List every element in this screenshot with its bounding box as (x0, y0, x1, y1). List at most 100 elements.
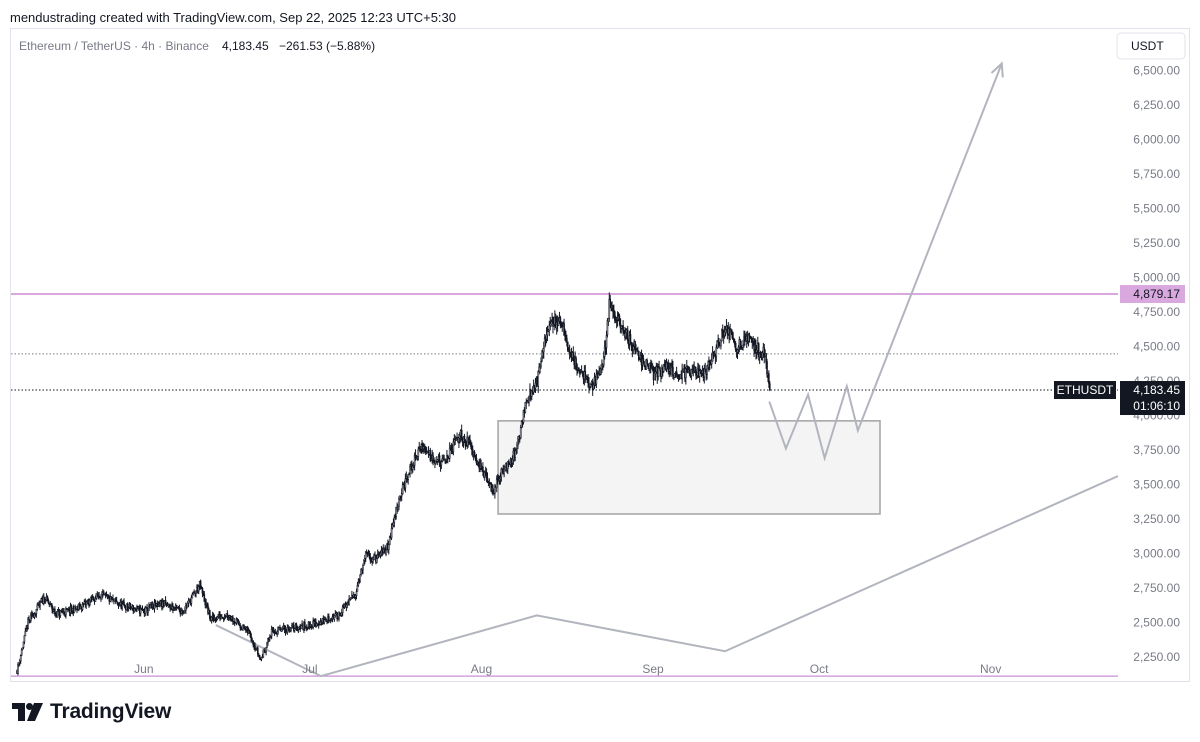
candle-body[interactable] (237, 620, 240, 625)
candle-body[interactable] (115, 600, 118, 603)
candle-body[interactable] (129, 603, 132, 609)
candle-body[interactable] (31, 613, 34, 617)
candle-body[interactable] (581, 370, 584, 374)
candle-body[interactable] (392, 522, 395, 526)
candle-body[interactable] (224, 616, 227, 619)
candle-body[interactable] (293, 628, 296, 631)
candle-body[interactable] (252, 641, 254, 646)
candle-body[interactable] (341, 606, 344, 614)
candle-body[interactable] (139, 608, 142, 614)
candle-body[interactable] (646, 360, 648, 364)
candle-body[interactable] (673, 373, 676, 378)
candle-body[interactable] (135, 608, 137, 611)
candle-body[interactable] (534, 382, 537, 389)
candle-body[interactable] (740, 345, 742, 349)
candle-body[interactable] (262, 649, 265, 658)
candle-body[interactable] (588, 383, 590, 388)
candle-body[interactable] (416, 456, 419, 459)
candle-body[interactable] (429, 450, 432, 461)
candle-body[interactable] (499, 476, 502, 480)
candle-body[interactable] (35, 609, 38, 614)
candle-body[interactable] (340, 612, 343, 616)
candle-body[interactable] (559, 317, 562, 324)
candle-body[interactable] (281, 628, 284, 631)
candle-body[interactable] (240, 627, 243, 630)
candle-body[interactable] (584, 370, 587, 378)
candle-body[interactable] (20, 649, 23, 656)
candle-body[interactable] (54, 608, 56, 615)
candle-body[interactable] (46, 596, 49, 601)
candle-body[interactable] (485, 472, 488, 479)
candle-body[interactable] (408, 473, 410, 476)
candle-body[interactable] (450, 444, 453, 450)
candle-body[interactable] (560, 322, 563, 327)
candle-body[interactable] (19, 654, 22, 662)
candle-body[interactable] (385, 549, 387, 555)
candle-body[interactable] (148, 605, 150, 612)
candle-body[interactable] (480, 462, 482, 467)
last-price-tag[interactable] (1120, 381, 1185, 416)
candle-body[interactable] (675, 371, 678, 375)
candle-body[interactable] (147, 610, 149, 613)
candle-body[interactable] (721, 330, 724, 333)
candle-body[interactable] (183, 612, 185, 614)
candle-body[interactable] (448, 447, 451, 459)
candle-body[interactable] (144, 607, 147, 614)
candle-body[interactable] (195, 590, 197, 594)
candle-body[interactable] (266, 642, 268, 648)
candle-body[interactable] (295, 624, 298, 630)
candle-body[interactable] (209, 610, 211, 619)
candle-body[interactable] (27, 618, 29, 629)
candle-body[interactable] (634, 341, 636, 352)
candle-body[interactable] (614, 311, 616, 321)
candle-body[interactable] (191, 594, 194, 599)
candle-body[interactable] (118, 604, 121, 607)
candle-body[interactable] (364, 551, 367, 559)
candle-body[interactable] (657, 367, 659, 378)
candle-body[interactable] (647, 363, 649, 366)
candle-body[interactable] (30, 614, 32, 621)
candle-body[interactable] (47, 599, 50, 604)
candle-body[interactable] (739, 340, 742, 347)
candle-body[interactable] (432, 455, 434, 461)
candle-body[interactable] (226, 613, 229, 617)
candle-body[interactable] (56, 611, 59, 618)
candle-body[interactable] (300, 625, 302, 630)
candle-body[interactable] (229, 615, 231, 619)
candle-body[interactable] (703, 368, 706, 378)
candle-body[interactable] (438, 455, 441, 462)
candle-body[interactable] (546, 331, 549, 336)
candle-body[interactable] (21, 647, 24, 650)
candle-body[interactable] (710, 360, 713, 365)
candle-body[interactable] (608, 299, 611, 319)
candle-body[interactable] (390, 527, 393, 538)
candle-body[interactable] (126, 603, 129, 609)
candle-body[interactable] (553, 324, 555, 327)
candle-body[interactable] (514, 450, 516, 458)
candle-body[interactable] (649, 362, 652, 367)
candle-body[interactable] (575, 358, 577, 366)
candle-body[interactable] (328, 616, 330, 621)
candle-body[interactable] (698, 370, 701, 377)
candle-body[interactable] (566, 341, 569, 351)
candle-body[interactable] (718, 342, 720, 345)
candle-body[interactable] (704, 369, 707, 372)
candle-body[interactable] (768, 373, 770, 384)
candle-body[interactable] (376, 558, 378, 563)
candle-body[interactable] (254, 645, 256, 651)
candle-body[interactable] (563, 323, 565, 336)
candle-body[interactable] (323, 618, 326, 624)
candle-body[interactable] (59, 610, 62, 616)
candle-body[interactable] (662, 364, 665, 372)
candle-body[interactable] (272, 628, 275, 631)
candle-body[interactable] (417, 448, 420, 457)
chart-panel[interactable]: 2,250.00 2,500.00 2,750.00 3,000.00 3,250.00… (10, 28, 1190, 682)
candle-body[interactable] (579, 372, 582, 374)
candle-body[interactable] (768, 383, 771, 390)
candle-body[interactable] (269, 636, 272, 638)
candle-body[interactable] (464, 439, 467, 446)
candle-body[interactable] (477, 461, 480, 465)
candle-body[interactable] (463, 435, 466, 441)
candle-body[interactable] (203, 593, 206, 602)
candle-body[interactable] (602, 356, 605, 366)
